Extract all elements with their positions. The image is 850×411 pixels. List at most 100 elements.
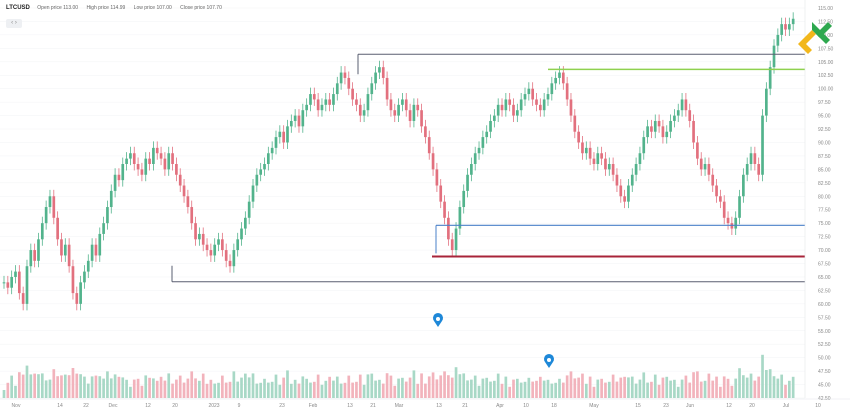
volume-bar <box>458 374 462 398</box>
candle-body <box>619 185 623 197</box>
volume-bar <box>83 376 86 398</box>
volume-bar <box>730 385 734 398</box>
candle-body <box>516 110 519 116</box>
x-tick-label: 18 <box>551 403 557 409</box>
candle-body <box>577 131 580 143</box>
candle-body <box>347 77 351 89</box>
candle-body <box>320 104 324 111</box>
y-tick-label: 97.50 <box>818 100 831 106</box>
x-tick-label: 14 <box>57 403 63 409</box>
volume-bar <box>699 381 703 398</box>
candle-body <box>79 282 82 304</box>
grid <box>0 7 805 399</box>
volume-bar <box>224 382 228 398</box>
volume-bar <box>113 374 117 398</box>
volume-bar <box>427 376 431 398</box>
volume-bar <box>217 382 220 398</box>
volume-bar <box>171 383 174 398</box>
volume-bar <box>477 385 481 398</box>
volume-bar <box>106 371 109 398</box>
candle-body <box>462 190 466 208</box>
volume-bar <box>669 380 672 398</box>
volume-bar <box>493 380 496 398</box>
candle-body <box>286 126 289 143</box>
volume-bar <box>661 377 665 398</box>
candle-body <box>217 239 220 245</box>
volume-bar <box>397 378 400 398</box>
volume-bar <box>745 377 749 398</box>
candle-body <box>266 153 270 164</box>
candle-body <box>10 276 14 288</box>
volume-bar <box>71 368 75 398</box>
volume-bar <box>370 373 374 398</box>
volume-bar <box>527 377 531 398</box>
volume-bar <box>592 386 596 398</box>
candle-body <box>765 88 768 116</box>
candle-body <box>6 282 10 288</box>
candle-body <box>416 104 420 111</box>
candle-body <box>297 115 301 127</box>
volume-bar <box>554 382 557 398</box>
candle-body <box>791 18 795 25</box>
candle-body <box>332 94 335 105</box>
volume-bar <box>48 379 52 398</box>
candle-body <box>309 94 312 105</box>
volume-bar <box>401 377 404 398</box>
volume-bar <box>627 377 630 398</box>
candle-body <box>56 217 59 240</box>
candle-body <box>719 196 722 202</box>
candle-body <box>289 120 293 127</box>
volume-bar <box>263 378 266 398</box>
candle-body <box>657 120 661 127</box>
volume-bar <box>431 372 435 398</box>
volume-bar <box>485 377 489 398</box>
volume-bar <box>416 383 420 398</box>
volume-bar <box>381 383 385 398</box>
y-tick-label: 95.00 <box>818 114 831 120</box>
volume-bar <box>623 376 626 398</box>
candle-body <box>278 131 282 138</box>
candle-body <box>355 99 358 105</box>
nav-control-button[interactable]: ‹ › <box>6 19 22 28</box>
volume-bar <box>259 382 263 398</box>
candle-body <box>512 104 515 116</box>
candle-body <box>221 239 224 251</box>
volume-bar <box>569 371 573 398</box>
candle-body <box>90 244 94 261</box>
volume-bar <box>21 374 25 398</box>
low-stat: Low price 107.00 <box>133 5 172 11</box>
candle-body <box>44 207 48 224</box>
y-tick-label: 102.50 <box>818 73 834 79</box>
candle-body <box>305 104 308 111</box>
volume-bar <box>152 378 155 398</box>
volume-bar <box>305 378 308 398</box>
candle-body <box>17 271 21 294</box>
y-tick-label: 50.00 <box>818 356 831 362</box>
volume-bar <box>512 379 515 398</box>
candle-body <box>228 260 232 267</box>
candle-body <box>726 217 730 224</box>
volume-bar <box>205 383 209 398</box>
y-tick-label: 107.50 <box>818 46 834 52</box>
candle-body <box>561 72 565 84</box>
y-tick-label: 62.50 <box>818 288 831 294</box>
candle-body <box>420 110 423 127</box>
candle-body <box>205 244 209 251</box>
candle-body <box>240 228 243 240</box>
volume-bar <box>584 383 588 398</box>
x-tick-label: 21 <box>370 403 376 409</box>
volume-bars <box>2 354 795 398</box>
candle-body <box>776 34 780 46</box>
candle-body <box>749 153 753 164</box>
candle-body <box>194 223 197 240</box>
volume-bar <box>301 376 305 398</box>
candle-body <box>431 153 435 170</box>
candle-body <box>638 153 642 164</box>
candle-body <box>52 196 56 218</box>
volume-bar <box>351 382 354 398</box>
y-tick-label: 77.50 <box>818 208 831 214</box>
candle-body <box>282 131 285 143</box>
volume-bar <box>60 375 63 398</box>
candle-body <box>102 223 105 234</box>
candle-body <box>584 147 588 154</box>
